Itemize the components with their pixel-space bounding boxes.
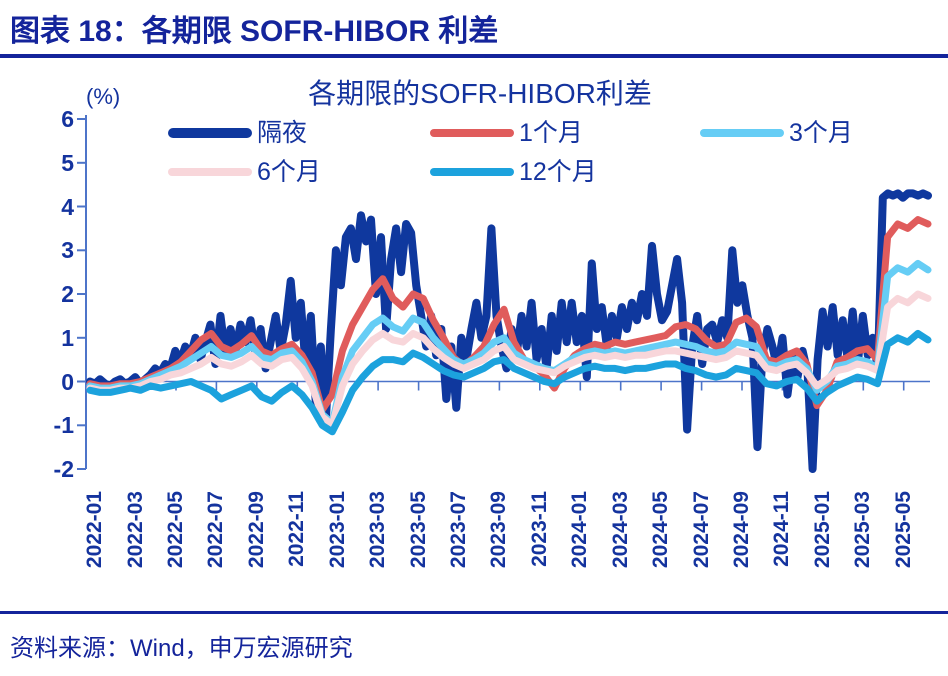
x-axis-tick-label: 2023-11 [527,491,551,567]
y-axis-tick-label: 3 [61,237,74,264]
legend-swatch-overnight [168,128,252,138]
legend-swatch-6m [168,168,252,176]
legend-swatch-3m [700,129,784,137]
x-axis-tick-label: 2022-01 [83,491,107,569]
y-axis-unit-label: (%) [86,84,121,109]
y-axis-tick-label: -1 [53,412,74,439]
y-axis-tick-label: 6 [61,106,74,132]
legend-label-1m: 1个月 [519,119,583,147]
x-axis-tick-label: 2024-09 [730,491,753,569]
x-axis-tick-label: 2024-01 [568,491,592,569]
chart-area: (%) 各期限的SOFR-HIBOR利差 隔夜 1个月 3个月 6个月 12个月… [0,72,948,612]
source-text: 资料来源：Wind，申万宏源研究 [10,635,353,662]
legend-label-overnight: 隔夜 [257,119,308,147]
x-axis-tick-label: 2024-07 [689,491,713,569]
y-axis-tick-label: 1 [61,324,74,351]
y-axis-tick-label: -2 [53,456,74,482]
y-axis-tick-label: 2 [61,281,74,307]
x-axis-tick-label: 2023-05 [406,491,430,569]
y-axis-tick-label: 0 [61,368,74,395]
x-axis-tick-label: 2023-09 [487,491,511,569]
x-axis-tick-label: 2022-07 [204,491,228,569]
legend-swatch-12m [430,168,514,176]
x-axis-tick-label: 2022-11 [285,491,309,567]
legend-item-3m: 3个月 [700,120,853,146]
x-axis-tick-label: 2025-05 [891,491,915,569]
title-divider-rule [0,54,948,58]
x-axis-tick-label: 2023-03 [366,491,390,569]
figure-title: 图表 18：各期限 SOFR-HIBOR 利差 [10,15,499,48]
legend-label-6m: 6个月 [257,158,321,186]
legend-item-overnight: 隔夜 [168,120,307,146]
y-axis-tick-label: 5 [61,149,74,176]
y-axis-tick-label: 4 [61,193,74,220]
legend-item-6m: 6个月 [168,159,321,185]
x-axis-tick-label: 2022-03 [123,491,147,569]
x-axis-tick-label: 2025-03 [851,491,875,569]
legend-item-1m: 1个月 [430,120,583,146]
x-axis-tick-label: 2023-07 [447,491,470,569]
x-axis-tick-label: 2022-05 [164,491,187,569]
x-axis-tick-label: 2024-05 [649,491,673,569]
footer-divider-rule [0,611,948,614]
chart-title: 各期限的SOFR-HIBOR利差 [308,78,652,109]
legend-item-12m: 12个月 [430,159,597,185]
legend-swatch-1m [430,129,514,137]
chart-canvas [77,115,932,473]
x-axis-tick-label: 2022-09 [244,491,268,569]
x-axis-tick-label: 2023-01 [325,491,349,569]
x-axis-tick-label: 2024-03 [608,491,632,569]
legend-label-3m: 3个月 [789,119,853,147]
x-axis-tick-label: 2025-01 [810,491,834,569]
x-axis-tick-label: 2024-11 [770,491,794,567]
legend-label-12m: 12个月 [519,158,597,186]
